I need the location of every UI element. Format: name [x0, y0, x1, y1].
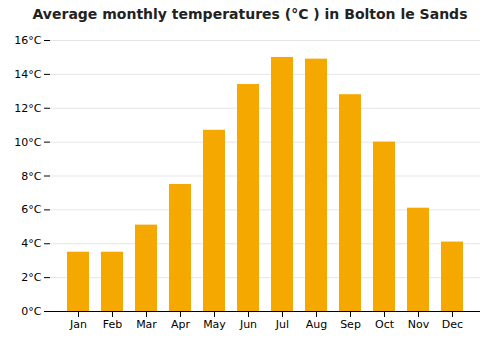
svg-text:10°C: 10°C	[14, 136, 41, 149]
svg-text:May: May	[203, 318, 226, 331]
svg-text:6°C: 6°C	[21, 203, 41, 216]
html-text:Average monthly temperatures (: Average monthly temperatures (°C ) in Bo…	[32, 6, 468, 22]
svg-text:Jun: Jun	[239, 318, 257, 331]
svg-text:Oct: Oct	[375, 318, 395, 331]
svg-text:2°C: 2°C	[21, 271, 41, 284]
svg-text:Jan: Jan	[69, 318, 87, 331]
svg-text:Apr: Apr	[171, 318, 191, 331]
svg-text:4°C: 4°C	[21, 237, 41, 250]
svg-text:14°C: 14°C	[14, 68, 41, 81]
svg-text:8°C: 8°C	[21, 170, 41, 183]
svg-text:Dec: Dec	[442, 318, 463, 331]
svg-text:16°C: 16°C	[14, 34, 41, 47]
svg-text:Nov: Nov	[408, 318, 430, 331]
svg-text:Feb: Feb	[103, 318, 122, 331]
svg-text:0°C: 0°C	[21, 305, 41, 318]
svg-text:Aug: Aug	[306, 318, 327, 331]
svg-text:Sep: Sep	[340, 318, 361, 331]
svg-text:Mar: Mar	[136, 318, 157, 331]
svg-text:12°C: 12°C	[14, 102, 41, 115]
svg-text:Jul: Jul	[275, 318, 289, 331]
